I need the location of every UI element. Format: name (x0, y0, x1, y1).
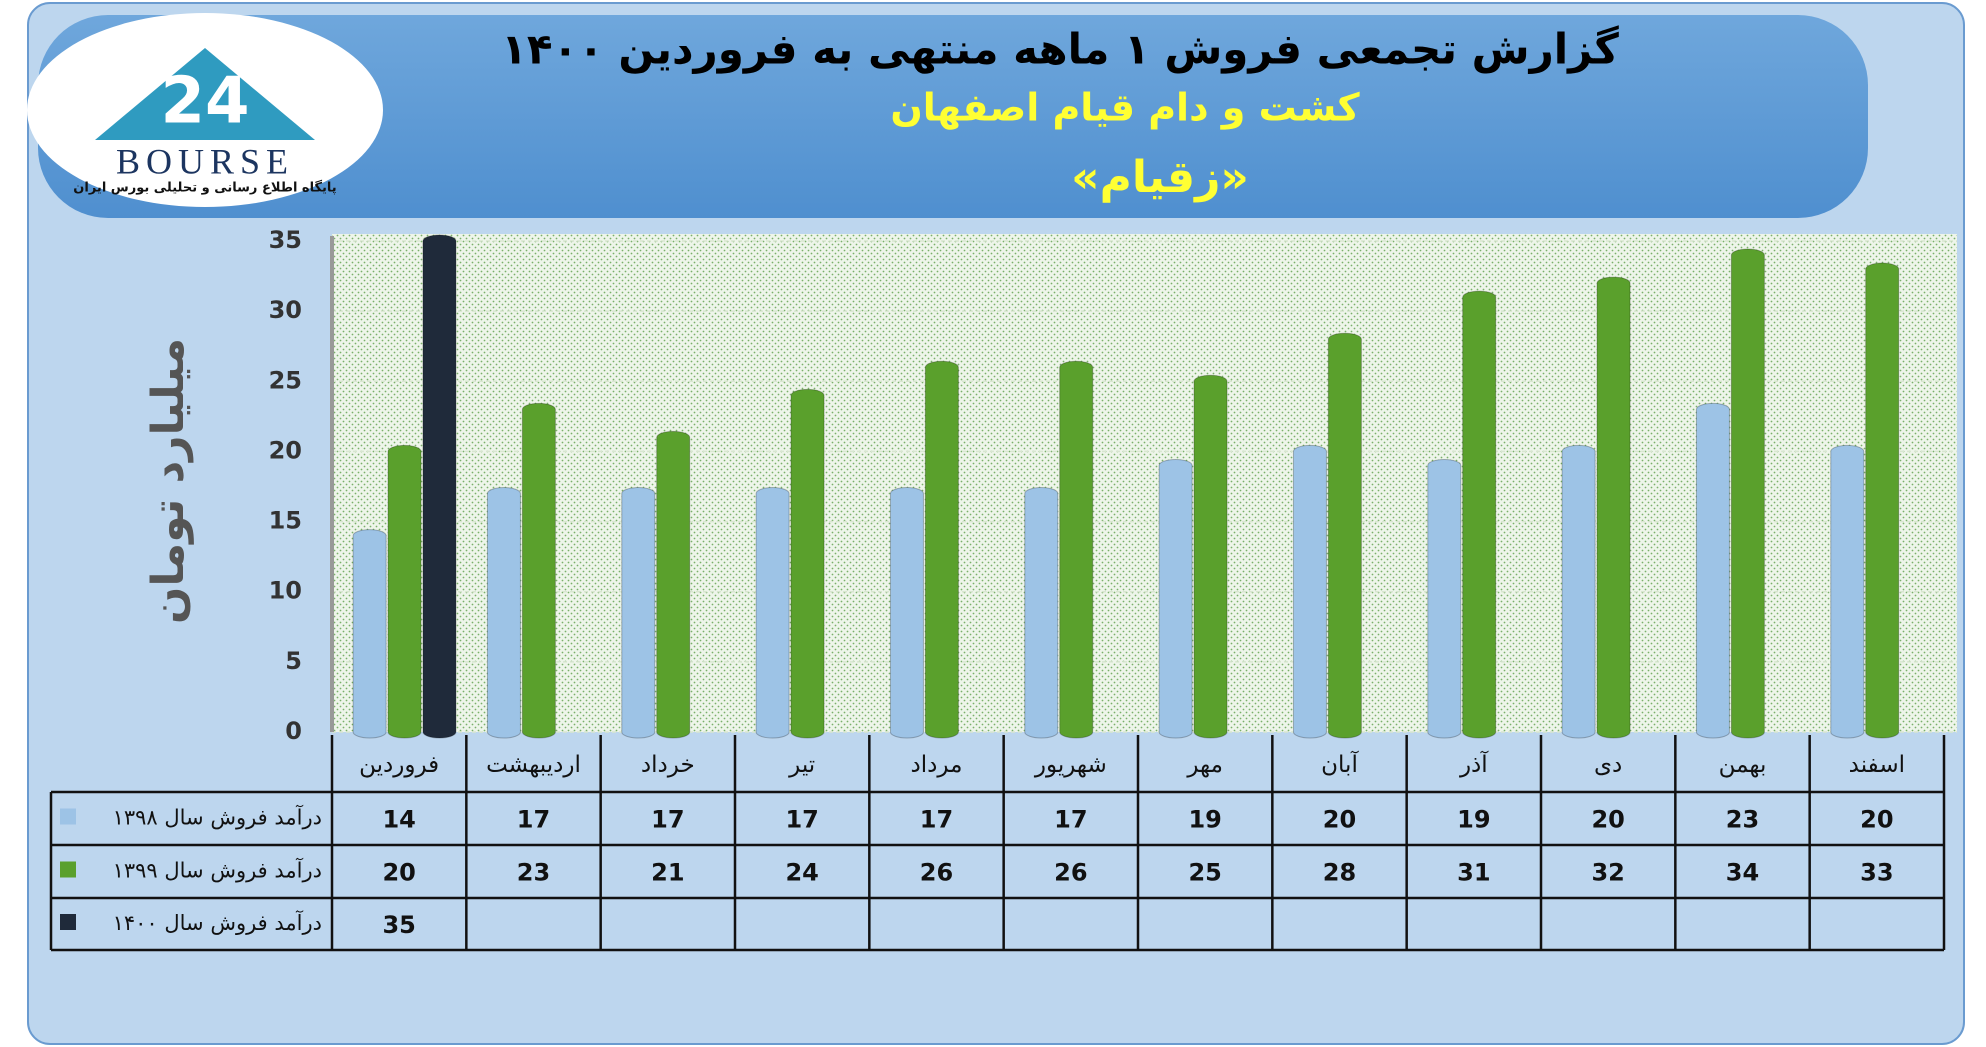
bar (889, 487, 924, 739)
bar (1462, 290, 1497, 739)
table-value: 25 (1188, 859, 1221, 887)
x-tick-label: دی (1594, 752, 1622, 778)
bar (387, 444, 422, 739)
logo-tagline: پایگاه اطلاع رسانی و تحلیلی بورس ایران (73, 180, 336, 196)
x-tick-label: تیر (788, 752, 815, 778)
y-axis-label: میلیارد تومان (143, 338, 194, 624)
bar (1596, 276, 1631, 739)
table-value: 17 (1054, 806, 1087, 834)
table-value: 20 (1591, 806, 1624, 834)
table-value: 23 (1726, 806, 1759, 834)
header-banner (38, 15, 1868, 218)
y-tick-label: 20 (269, 436, 302, 464)
table-value: 26 (920, 859, 953, 887)
x-tick-label: آبان (1321, 750, 1359, 778)
y-tick-label: 10 (269, 577, 302, 605)
table-value: 24 (785, 859, 818, 887)
logo-mark: 24 (160, 65, 249, 139)
bar (1561, 444, 1596, 739)
bar (422, 234, 457, 739)
x-tick-label: مرداد (911, 752, 963, 778)
table-value: 32 (1591, 859, 1624, 887)
legend-swatch (60, 861, 76, 878)
legend-label: درآمد فروش سال ۱۳۹۸ (113, 805, 322, 830)
bar (656, 430, 691, 739)
table-value: 19 (1457, 806, 1490, 834)
bar (1158, 458, 1193, 739)
bar (1730, 248, 1765, 739)
legend-swatch (60, 808, 76, 825)
table-value: 33 (1860, 859, 1893, 887)
legend-label: درآمد فروش سال ۱۳۹۹ (113, 858, 322, 883)
table-value: 17 (651, 806, 684, 834)
table-value: 35 (382, 911, 415, 939)
y-tick-label: 15 (269, 507, 302, 535)
bar (621, 487, 656, 739)
logo-triangle (95, 48, 315, 140)
legend-swatch (60, 914, 76, 930)
bar (521, 402, 556, 739)
y-tick-label: 5 (285, 647, 302, 675)
chart-title: گزارش تجمعی فروش ۱ ماهه منتهی به فروردین… (501, 25, 1619, 75)
y-tick-label: 25 (269, 366, 302, 394)
bar (1427, 458, 1462, 739)
x-tick-label: اسفند (1849, 752, 1905, 778)
bar (1024, 487, 1059, 739)
bar (486, 487, 521, 739)
bar (755, 487, 790, 739)
chart-symbol: «زقیام» (1071, 152, 1249, 203)
bar (1695, 402, 1730, 739)
x-tick-label: خرداد (641, 752, 695, 778)
x-tick-label: مهر (1186, 752, 1223, 778)
table-value: 20 (382, 859, 415, 887)
table-value: 34 (1726, 859, 1759, 887)
bar (1865, 262, 1900, 739)
x-tick-label: شهریور (1034, 752, 1107, 778)
table-value: 23 (517, 859, 550, 887)
y-tick-label: 0 (285, 717, 302, 745)
table-value: 21 (651, 859, 684, 887)
y-tick-label: 30 (269, 296, 302, 324)
bar (1830, 444, 1865, 739)
table-value: 17 (920, 806, 953, 834)
table-value: 31 (1457, 859, 1490, 887)
table-value: 26 (1054, 859, 1087, 887)
bar (1292, 444, 1327, 739)
bar (352, 529, 387, 739)
table-value: 28 (1323, 859, 1356, 887)
x-tick-label: فروردین (359, 752, 439, 778)
bar (1193, 374, 1228, 739)
table-value: 20 (1323, 806, 1356, 834)
table-value: 19 (1188, 806, 1221, 834)
table-value: 20 (1860, 806, 1893, 834)
bar (924, 360, 959, 739)
logo-name: BOURSE (116, 141, 294, 181)
table-value: 17 (785, 806, 818, 834)
table-value: 17 (517, 806, 550, 834)
x-tick-label: اردیبهشت (486, 752, 581, 778)
y-tick-label: 35 (269, 226, 302, 254)
x-tick-label: بهمن (1719, 752, 1767, 778)
plot-area (332, 234, 1957, 732)
bar (1327, 332, 1362, 739)
bar (1059, 360, 1094, 739)
bar (790, 388, 825, 739)
x-tick-label: آذر (1459, 750, 1489, 778)
chart-subtitle: کشت و دام قیام اصفهان (890, 86, 1360, 131)
legend-label: درآمد فروش سال ۱۴۰۰ (113, 910, 322, 935)
table-value: 14 (382, 806, 415, 834)
